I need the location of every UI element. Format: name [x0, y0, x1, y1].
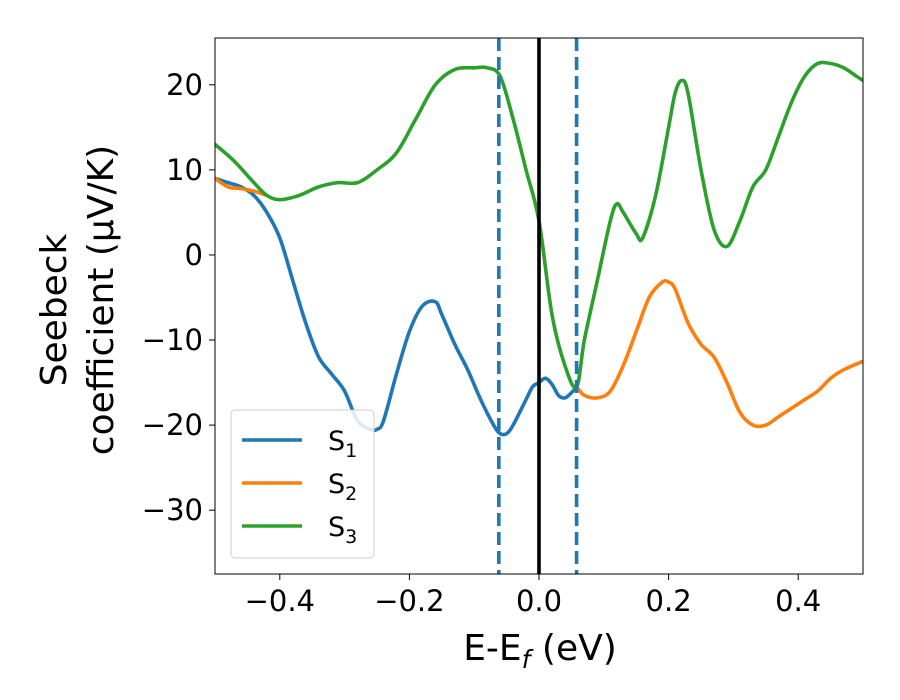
legend-items: S1 S2 S3: [242, 426, 357, 548]
y-tick-label: 10: [166, 153, 203, 187]
series-line-s3: [215, 60, 863, 390]
y-tick-label: 0: [185, 238, 203, 272]
x-tick-label: 0.0: [516, 584, 562, 618]
x-tick-label: −0.4: [245, 584, 315, 618]
y-tick-label: 20: [166, 68, 203, 102]
legend-label-s1: S1: [328, 426, 357, 462]
y-tick-label: −10: [142, 323, 203, 357]
axis-ticks: −0.4 −0.2 0.0 0.2 0.4 −30 −20 −10 0 10 20: [142, 68, 821, 618]
x-tick-label: 0.2: [646, 584, 692, 618]
x-tick-label: 0.4: [775, 584, 821, 618]
y-axis-label-line2: coefficient (μV/K): [81, 145, 122, 455]
y-axis-label-line1: Seebeck: [34, 233, 75, 386]
series-line-s1: [215, 176, 579, 437]
x-axis-label: E-Ef (eV): [463, 628, 617, 674]
reference-lines: [497, 38, 579, 574]
legend-label-s3: S3: [328, 512, 357, 548]
x-tick-label: −0.2: [374, 584, 444, 618]
y-tick-label: −20: [142, 408, 203, 442]
legend-box: [230, 409, 375, 559]
legend: S1 S2 S3: [230, 409, 375, 559]
series-line-s2-part1: [215, 176, 269, 198]
legend-label-s2: S2: [328, 469, 357, 505]
series-line-s2-part2: [574, 278, 863, 429]
y-tick-label: −30: [142, 493, 203, 527]
